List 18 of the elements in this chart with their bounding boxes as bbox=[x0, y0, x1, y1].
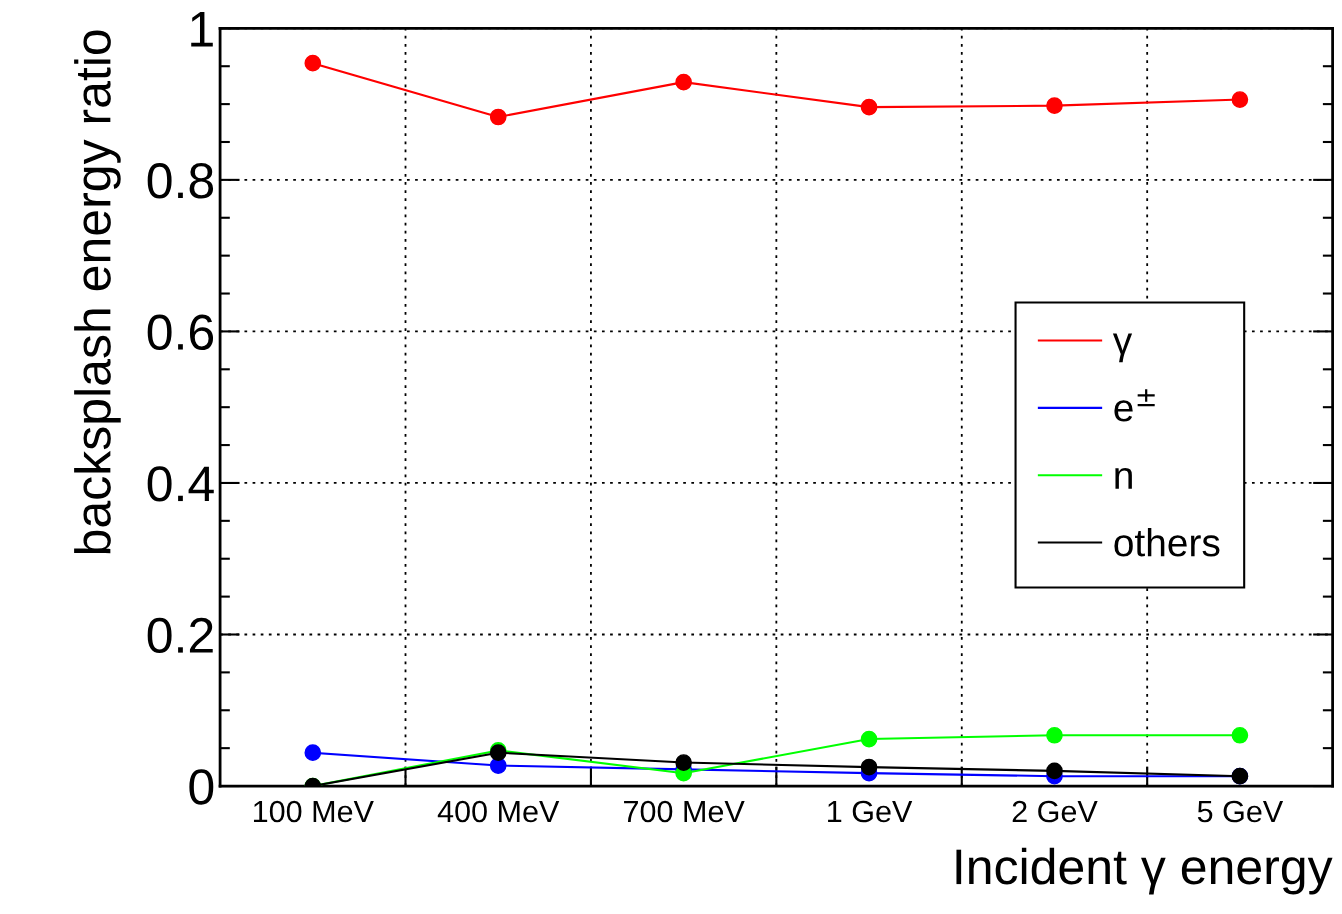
y-axis-title: backsplash energy ratio bbox=[74, 30, 121, 554]
y-tick-label: 0.6 bbox=[147, 314, 214, 351]
x-tick-label: 5 GeV bbox=[1197, 800, 1284, 823]
x-tick-label: 100 MeV bbox=[253, 800, 374, 823]
legend-label: n bbox=[1115, 467, 1132, 489]
y-tick-label: 0.4 bbox=[147, 466, 214, 502]
x-axis-title: Incident γ energy bbox=[956, 847, 1333, 895]
legend-label: e$^{±}$ bbox=[1114, 389, 1155, 422]
x-tick-label: 2 GeV bbox=[1012, 800, 1098, 823]
y-tick-label: 0 bbox=[189, 769, 214, 805]
x-tick-label: 700 MeV bbox=[624, 800, 745, 823]
legend-label: γ bbox=[1112, 333, 1133, 363]
legend-label: others bbox=[1114, 527, 1220, 557]
x-tick-label: 1 GeV bbox=[828, 800, 913, 823]
y-tick-label: 1 bbox=[191, 12, 213, 47]
y-tick-label: 0.2 bbox=[147, 617, 213, 654]
y-tick-label: 0.8 bbox=[147, 163, 214, 199]
x-tick-label: 400 MeV bbox=[437, 800, 560, 823]
